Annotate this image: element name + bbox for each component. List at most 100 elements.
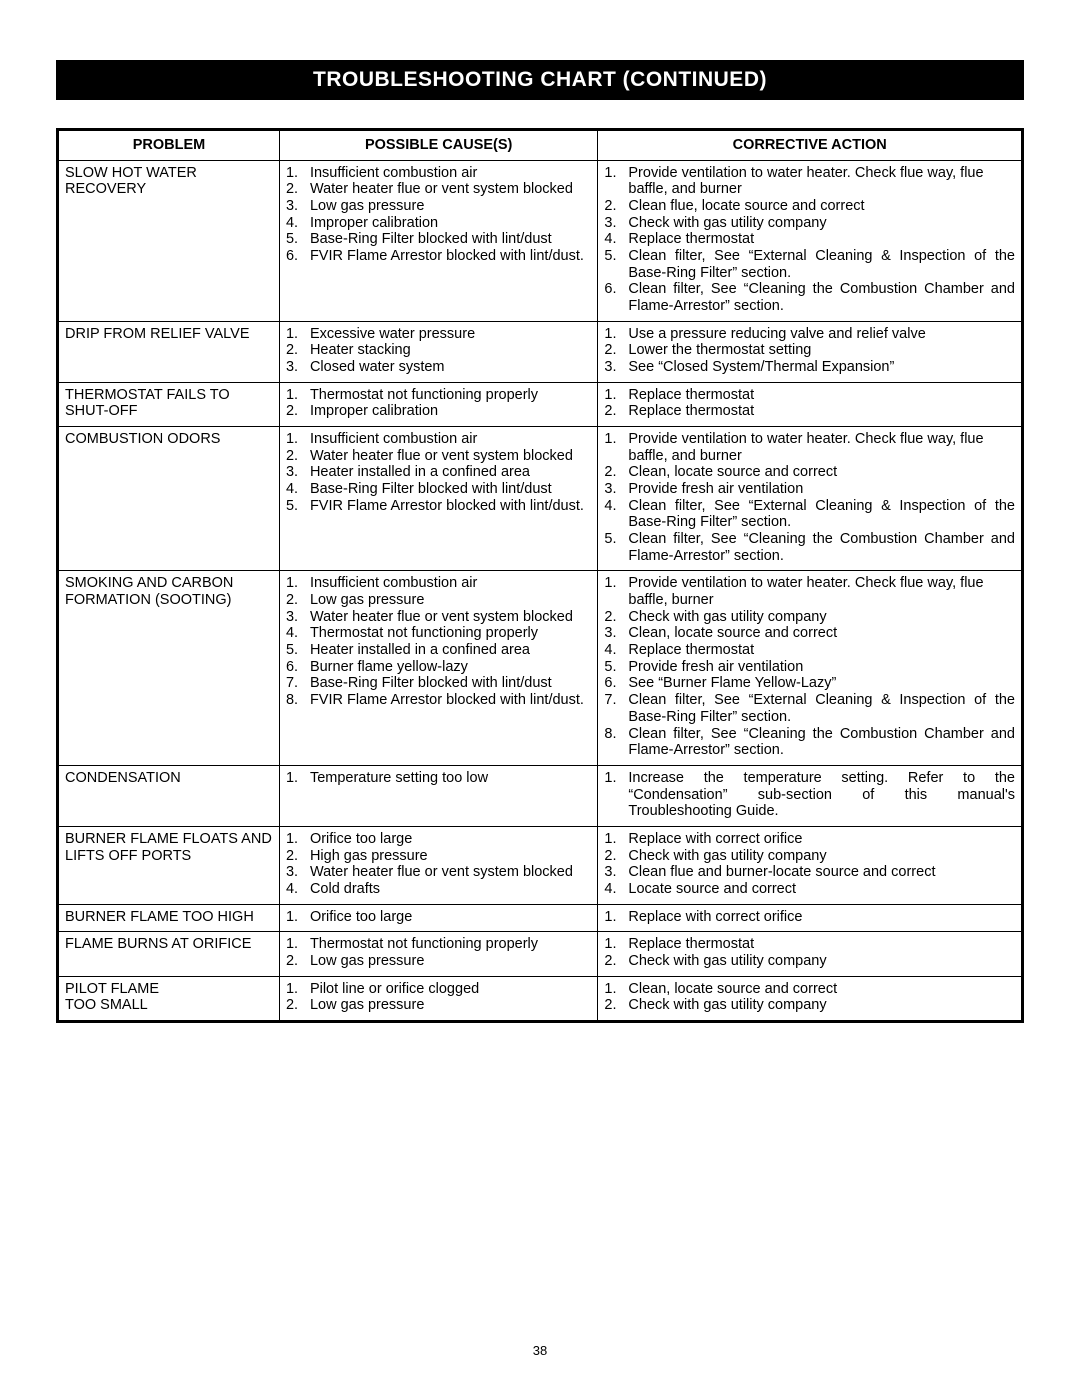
list-text: Insufficient combustion air [310, 575, 591, 592]
list-number: 1. [286, 909, 310, 926]
list-number: 2. [604, 403, 628, 420]
list-text: Replace thermostat [628, 936, 1015, 953]
table-row: PILOT FLAMETOO SMALL1.Pilot line or orif… [58, 976, 1023, 1021]
list-number: 2. [286, 181, 310, 198]
list-text: Provide ventilation to water heater. Che… [628, 575, 1015, 608]
table-row: CONDENSATION1.Temperature setting too lo… [58, 765, 1023, 826]
list-text: Clean filter, See “Cleaning the Combusti… [628, 281, 1015, 314]
problem-cell: SMOKING AND CARBON FORMATION (SOOTING) [58, 571, 280, 765]
list-number: 4. [604, 231, 628, 248]
list-item: 2.High gas pressure [286, 848, 591, 865]
list-text: Improper calibration [310, 215, 591, 232]
list-number: 4. [286, 215, 310, 232]
list-item: 2.Water heater flue or vent system block… [286, 448, 591, 465]
problem-cell: SLOW HOT WATER RECOVERY [58, 160, 280, 321]
list-text: Temperature setting too low [310, 770, 591, 787]
list-number: 7. [604, 692, 628, 709]
action-cell: 1.Provide ventilation to water heater. C… [598, 427, 1023, 571]
list-number: 2. [286, 848, 310, 865]
list-number: 5. [286, 498, 310, 515]
problem-cell: DRIP FROM RELIEF VALVE [58, 321, 280, 382]
list-item: 2.Low gas pressure [286, 997, 591, 1014]
list-text: Insufficient combustion air [310, 165, 591, 182]
list-text: FVIR Flame Arrestor blocked with lint/du… [310, 692, 591, 709]
list-text: Clean filter, See “External Cleaning & I… [628, 692, 1015, 725]
list-item: 1.Provide ventilation to water heater. C… [604, 165, 1015, 198]
list-number: 1. [286, 431, 310, 448]
action-cell: 1.Use a pressure reducing valve and reli… [598, 321, 1023, 382]
list-number: 6. [604, 675, 628, 692]
list-text: Excessive water pressure [310, 326, 591, 343]
list-number: 8. [286, 692, 310, 709]
list-number: 8. [604, 726, 628, 743]
list-text: High gas pressure [310, 848, 591, 865]
list-number: 3. [286, 198, 310, 215]
list-number: 4. [604, 498, 628, 515]
cause-cell: 1.Insufficient combustion air2.Low gas p… [279, 571, 597, 765]
list-item: 6.See “Burner Flame Yellow-Lazy” [604, 675, 1015, 692]
problem-cell: CONDENSATION [58, 765, 280, 826]
list-item: 5.Base-Ring Filter blocked with lint/dus… [286, 231, 591, 248]
list-item: 6.FVIR Flame Arrestor blocked with lint/… [286, 248, 591, 265]
list-text: Lower the thermostat setting [628, 342, 1015, 359]
list-text: Provide fresh air ventilation [628, 481, 1015, 498]
list-text: Heater installed in a confined area [310, 464, 591, 481]
list-item: 2.Improper calibration [286, 403, 591, 420]
list-text: Provide fresh air ventilation [628, 659, 1015, 676]
list-number: 1. [286, 981, 310, 998]
list-text: Check with gas utility company [628, 997, 1015, 1014]
list-item: 6.Burner flame yellow-lazy [286, 659, 591, 676]
action-cell: 1.Replace thermostat2.Check with gas uti… [598, 932, 1023, 976]
table-row: DRIP FROM RELIEF VALVE1.Excessive water … [58, 321, 1023, 382]
list-item: 2.Check with gas utility company [604, 609, 1015, 626]
table-body: SLOW HOT WATER RECOVERY1.Insufficient co… [58, 160, 1023, 1021]
table-row: FLAME BURNS AT ORIFICE1.Thermostat not f… [58, 932, 1023, 976]
list-number: 4. [286, 481, 310, 498]
list-number: 3. [604, 625, 628, 642]
list-item: 3.Closed water system [286, 359, 591, 376]
cause-cell: 1.Insufficient combustion air2.Water hea… [279, 160, 597, 321]
list-number: 5. [604, 531, 628, 548]
list-item: 5.Provide fresh air ventilation [604, 659, 1015, 676]
page-number: 38 [56, 1343, 1024, 1358]
list-item: 2.Water heater flue or vent system block… [286, 181, 591, 198]
list-item: 4.Improper calibration [286, 215, 591, 232]
list-item: 2.Clean, locate source and correct [604, 464, 1015, 481]
list-text: Clean flue, locate source and correct [628, 198, 1015, 215]
list-text: Low gas pressure [310, 953, 591, 970]
list-text: Replace with correct orifice [628, 831, 1015, 848]
list-number: 4. [286, 625, 310, 642]
list-number: 5. [286, 642, 310, 659]
list-text: Base-Ring Filter blocked with lint/dust [310, 231, 591, 248]
list-number: 1. [286, 936, 310, 953]
list-number: 4. [604, 881, 628, 898]
list-text: Use a pressure reducing valve and relief… [628, 326, 1015, 343]
list-text: Clean filter, See “Cleaning the Combusti… [628, 531, 1015, 564]
list-number: 2. [604, 342, 628, 359]
list-item: 1.Provide ventilation to water heater. C… [604, 431, 1015, 464]
problem-cell: THERMOSTAT FAILS TO SHUT-OFF [58, 382, 280, 426]
col-header-action: CORRECTIVE ACTION [598, 130, 1023, 161]
list-number: 3. [286, 609, 310, 626]
table-row: BURNER FLAME TOO HIGH1.Orifice too large… [58, 904, 1023, 932]
action-cell: 1.Clean, locate source and correct2.Chec… [598, 976, 1023, 1021]
col-header-problem: PROBLEM [58, 130, 280, 161]
list-number: 1. [604, 831, 628, 848]
cause-cell: 1.Insufficient combustion air2.Water hea… [279, 427, 597, 571]
list-number: 1. [286, 575, 310, 592]
cause-cell: 1.Orifice too large [279, 904, 597, 932]
list-text: Replace thermostat [628, 642, 1015, 659]
list-item: 1.Insufficient combustion air [286, 575, 591, 592]
list-number: 2. [604, 848, 628, 865]
list-number: 3. [604, 215, 628, 232]
list-text: Check with gas utility company [628, 848, 1015, 865]
table-row: SLOW HOT WATER RECOVERY1.Insufficient co… [58, 160, 1023, 321]
list-item: 3.Heater installed in a confined area [286, 464, 591, 481]
list-item: 6.Clean filter, See “Cleaning the Combus… [604, 281, 1015, 314]
list-number: 1. [286, 387, 310, 404]
list-number: 3. [286, 864, 310, 881]
list-number: 2. [286, 953, 310, 970]
list-item: 2.Check with gas utility company [604, 848, 1015, 865]
list-text: Replace thermostat [628, 231, 1015, 248]
table-row: SMOKING AND CARBON FORMATION (SOOTING)1.… [58, 571, 1023, 765]
